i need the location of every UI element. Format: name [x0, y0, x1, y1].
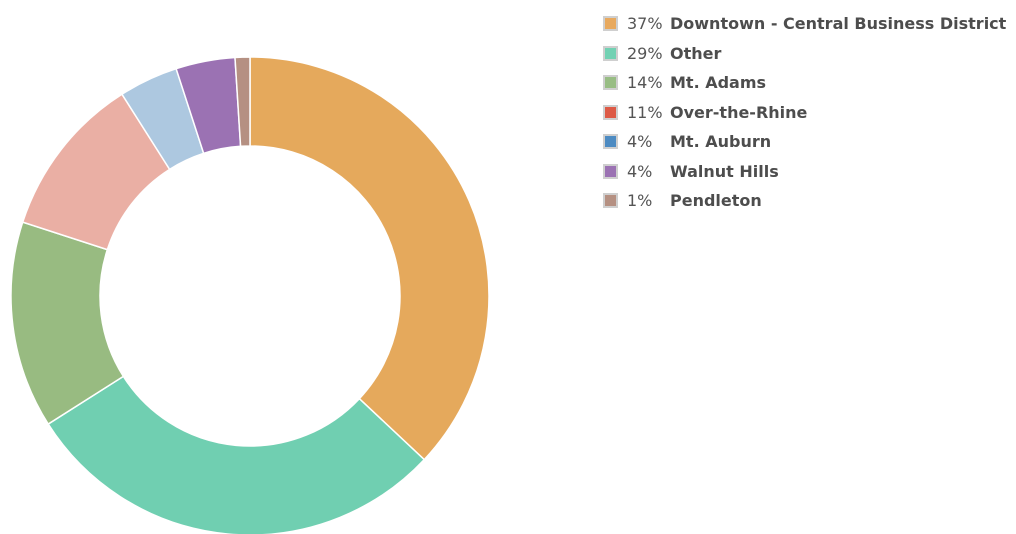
legend-item-pendleton[interactable]: 1% Pendleton — [603, 186, 1006, 216]
legend-item-other[interactable]: 29% Other — [603, 39, 1006, 69]
legend-percent: 1% — [627, 191, 653, 211]
legend-label: Over-the-Rhine — [670, 102, 808, 122]
legend-item-downtown-central-business-district[interactable]: 37% Downtown - Central Business District — [603, 9, 1006, 39]
legend-swatch — [603, 134, 618, 150]
legend-label: Other — [670, 43, 722, 63]
chart-legend: 37% Downtown - Central Business District 2… — [603, 9, 1006, 216]
donut-slice-pendleton[interactable] — [234, 56, 251, 148]
legend-percent: 14% — [627, 73, 663, 93]
donut-chart — [10, 56, 490, 534]
legend-item-mt-adams[interactable]: 14% Mt. Adams — [603, 68, 1006, 98]
legend-percent: 29% — [627, 43, 663, 63]
legend-item-over-the-rhine[interactable]: 11% Over-the-Rhine — [603, 98, 1006, 128]
legend-swatch — [603, 75, 618, 91]
legend-label: Pendleton — [670, 191, 762, 211]
legend-percent: 11% — [627, 102, 663, 122]
legend-percent: 4% — [627, 161, 653, 181]
legend-swatch — [603, 163, 618, 179]
legend-swatch — [603, 104, 618, 120]
legend-item-walnut-hills[interactable]: 4% Walnut Hills — [603, 157, 1006, 187]
donut-slice-downtown-central-business-district[interactable] — [249, 56, 490, 461]
legend-swatch — [603, 16, 618, 32]
donut-slice-other[interactable] — [47, 375, 426, 534]
legend-item-mt-auburn[interactable]: 4% Mt. Auburn — [603, 127, 1006, 157]
legend-label: Mt. Auburn — [670, 132, 772, 152]
legend-percent: 4% — [627, 132, 653, 152]
legend-swatch — [603, 45, 618, 61]
legend-percent: 37% — [627, 14, 663, 34]
legend-label: Walnut Hills — [670, 161, 779, 181]
legend-label: Mt. Adams — [670, 73, 767, 93]
legend-label: Downtown - Central Business District — [670, 14, 1007, 34]
legend-swatch — [603, 193, 618, 209]
